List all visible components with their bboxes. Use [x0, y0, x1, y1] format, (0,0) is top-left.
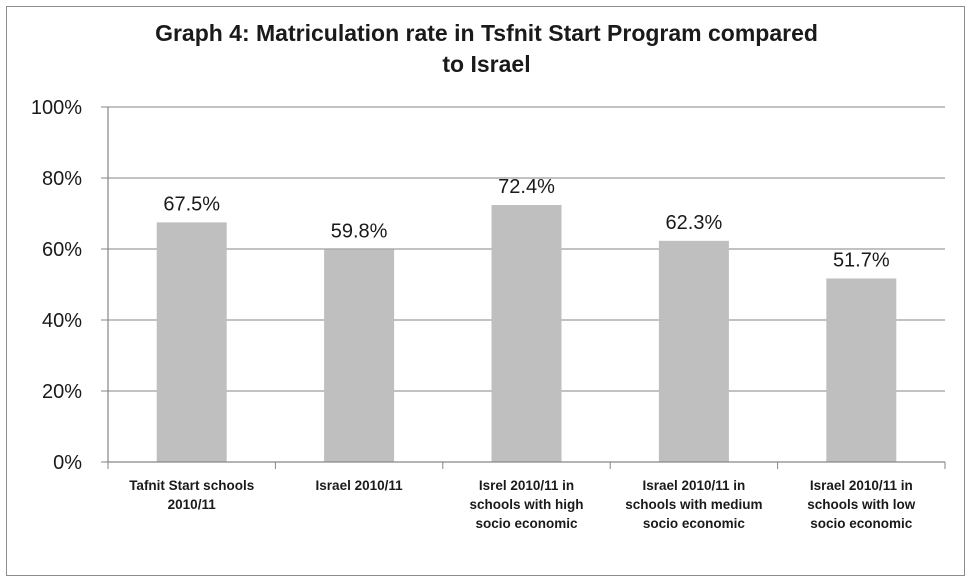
- y-tick-label: 40%: [42, 310, 82, 332]
- y-tick-label: 60%: [42, 239, 82, 261]
- x-tick-label: Israel 2010/11 in: [642, 478, 745, 493]
- x-tick-label: schools with medium: [625, 497, 762, 512]
- data-label: 51.7%: [833, 249, 890, 271]
- data-label: 67.5%: [163, 193, 220, 215]
- x-tick-label: Isrel 2010/11 in: [479, 478, 574, 493]
- data-label: 59.8%: [331, 221, 388, 243]
- bar: [324, 249, 395, 462]
- chart-title: Graph 4: Matriculation rate in Tsfnit St…: [0, 18, 973, 80]
- bars: [156, 204, 897, 463]
- y-axis-tick-labels: 0% 20% 40% 60% 80% 100%: [31, 97, 82, 474]
- x-axis-category-labels: Tafnit Start schools 2010/11 Israel 2010/1…: [129, 478, 916, 531]
- y-tick-label: 20%: [42, 381, 82, 403]
- axes: [107, 107, 945, 463]
- chart-title-line-2: to Israel: [442, 51, 531, 77]
- y-tick-label: 0%: [53, 452, 82, 474]
- y-tick-label: 80%: [42, 168, 82, 190]
- chart-title-line-1: Graph 4: Matriculation rate in Tsfnit St…: [155, 20, 818, 46]
- x-tick-label: schools with high: [470, 497, 584, 512]
- data-label: 62.3%: [666, 212, 723, 234]
- data-label: 72.4%: [498, 176, 555, 198]
- x-tick-label: 2010/11: [168, 497, 217, 512]
- x-tick-label: Israel 2010/11: [316, 478, 404, 493]
- bar: [658, 240, 729, 462]
- bar: [156, 222, 227, 462]
- data-labels: 67.5% 59.8% 72.4% 62.3% 51.7%: [163, 176, 890, 271]
- x-tick-label: socio economic: [643, 516, 746, 531]
- x-tick-label: Tafnit Start schools: [129, 478, 254, 493]
- x-tick-label: schools with low: [807, 497, 916, 512]
- bar: [826, 278, 897, 462]
- bar: [491, 204, 562, 463]
- x-tick-label: socio economic: [810, 516, 913, 531]
- x-tick-label: Israel 2010/11 in: [810, 478, 913, 493]
- x-tick-label: socio economic: [475, 516, 578, 531]
- y-tick-label: 100%: [31, 97, 82, 119]
